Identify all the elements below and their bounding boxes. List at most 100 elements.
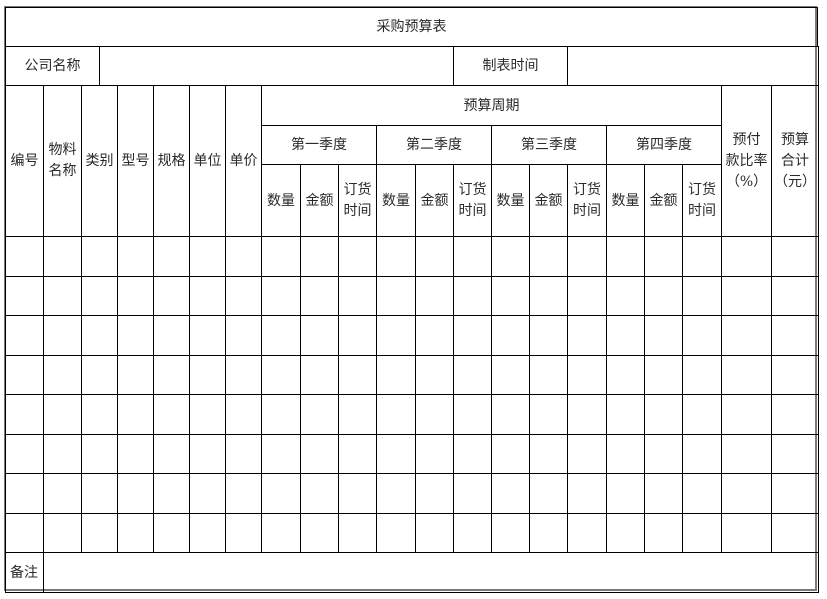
table-cell[interactable] <box>682 315 722 356</box>
table-cell[interactable] <box>261 434 301 474</box>
table-cell[interactable] <box>415 355 454 395</box>
table-cell[interactable] <box>189 394 226 435</box>
table-cell[interactable] <box>338 394 377 435</box>
table-cell[interactable] <box>682 473 722 514</box>
table-cell[interactable] <box>376 276 416 316</box>
table-cell[interactable] <box>300 513 339 553</box>
table-cell[interactable] <box>644 236 683 277</box>
table-cell[interactable] <box>338 473 377 514</box>
table-cell[interactable] <box>415 236 454 277</box>
table-cell[interactable] <box>567 236 607 277</box>
table-cell[interactable] <box>453 473 492 514</box>
table-cell[interactable] <box>644 473 683 514</box>
table-cell[interactable] <box>529 236 568 277</box>
table-cell[interactable] <box>153 513 190 553</box>
table-cell[interactable] <box>117 513 154 553</box>
table-cell[interactable] <box>529 473 568 514</box>
table-cell[interactable] <box>491 276 530 316</box>
table-cell[interactable] <box>644 434 683 474</box>
table-cell[interactable] <box>189 513 226 553</box>
table-cell[interactable] <box>5 513 44 553</box>
table-cell[interactable] <box>606 355 645 395</box>
table-cell[interactable] <box>225 236 262 277</box>
table-cell[interactable] <box>771 434 819 474</box>
table-cell[interactable] <box>43 355 82 395</box>
table-cell[interactable] <box>43 473 82 514</box>
table-cell[interactable] <box>225 276 262 316</box>
table-cell[interactable] <box>5 236 44 277</box>
table-cell[interactable] <box>771 473 819 514</box>
table-cell[interactable] <box>338 276 377 316</box>
table-cell[interactable] <box>300 394 339 435</box>
table-cell[interactable] <box>453 434 492 474</box>
table-cell[interactable] <box>721 315 772 356</box>
table-cell[interactable] <box>261 236 301 277</box>
table-cell[interactable] <box>606 434 645 474</box>
table-cell[interactable] <box>300 236 339 277</box>
table-cell[interactable] <box>567 513 607 553</box>
table-cell[interactable] <box>771 315 819 356</box>
table-cell[interactable] <box>153 473 190 514</box>
table-cell[interactable] <box>5 473 44 514</box>
table-cell[interactable] <box>567 355 607 395</box>
table-cell[interactable] <box>453 236 492 277</box>
table-cell[interactable] <box>721 434 772 474</box>
table-cell[interactable] <box>153 315 190 356</box>
table-cell[interactable] <box>644 513 683 553</box>
table-cell[interactable] <box>529 276 568 316</box>
table-cell[interactable] <box>721 236 772 277</box>
table-cell[interactable] <box>567 394 607 435</box>
table-cell[interactable] <box>453 355 492 395</box>
table-cell[interactable] <box>81 434 118 474</box>
table-cell[interactable] <box>682 276 722 316</box>
table-cell[interactable] <box>81 276 118 316</box>
table-cell[interactable] <box>415 513 454 553</box>
table-cell[interactable] <box>5 355 44 395</box>
table-cell[interactable] <box>376 513 416 553</box>
table-cell[interactable] <box>491 315 530 356</box>
table-cell[interactable] <box>491 473 530 514</box>
table-cell[interactable] <box>261 315 301 356</box>
table-cell[interactable] <box>189 473 226 514</box>
table-cell[interactable] <box>300 434 339 474</box>
table-cell[interactable] <box>606 473 645 514</box>
table-cell[interactable] <box>43 276 82 316</box>
table-cell[interactable] <box>567 434 607 474</box>
table-cell[interactable] <box>300 276 339 316</box>
table-cell[interactable] <box>153 394 190 435</box>
company-name-field[interactable] <box>99 46 454 86</box>
table-cell[interactable] <box>567 473 607 514</box>
table-cell[interactable] <box>491 236 530 277</box>
table-cell[interactable] <box>529 355 568 395</box>
table-cell[interactable] <box>415 394 454 435</box>
table-cell[interactable] <box>43 236 82 277</box>
table-cell[interactable] <box>682 394 722 435</box>
table-cell[interactable] <box>261 394 301 435</box>
table-cell[interactable] <box>376 473 416 514</box>
table-cell[interactable] <box>415 434 454 474</box>
table-cell[interactable] <box>721 513 772 553</box>
table-cell[interactable] <box>153 276 190 316</box>
table-cell[interactable] <box>189 276 226 316</box>
table-cell[interactable] <box>261 513 301 553</box>
table-cell[interactable] <box>721 355 772 395</box>
table-cell[interactable] <box>43 513 82 553</box>
table-cell[interactable] <box>606 236 645 277</box>
table-cell[interactable] <box>721 473 772 514</box>
table-cell[interactable] <box>5 394 44 435</box>
table-cell[interactable] <box>567 315 607 356</box>
table-cell[interactable] <box>491 513 530 553</box>
table-cell[interactable] <box>771 355 819 395</box>
table-cell[interactable] <box>117 276 154 316</box>
table-cell[interactable] <box>261 276 301 316</box>
table-cell[interactable] <box>453 315 492 356</box>
table-cell[interactable] <box>117 315 154 356</box>
table-cell[interactable] <box>415 315 454 356</box>
table-cell[interactable] <box>376 315 416 356</box>
table-cell[interactable] <box>771 513 819 553</box>
table-cell[interactable] <box>117 236 154 277</box>
table-cell[interactable] <box>117 394 154 435</box>
table-cell[interactable] <box>5 276 44 316</box>
table-cell[interactable] <box>338 434 377 474</box>
table-cell[interactable] <box>117 434 154 474</box>
